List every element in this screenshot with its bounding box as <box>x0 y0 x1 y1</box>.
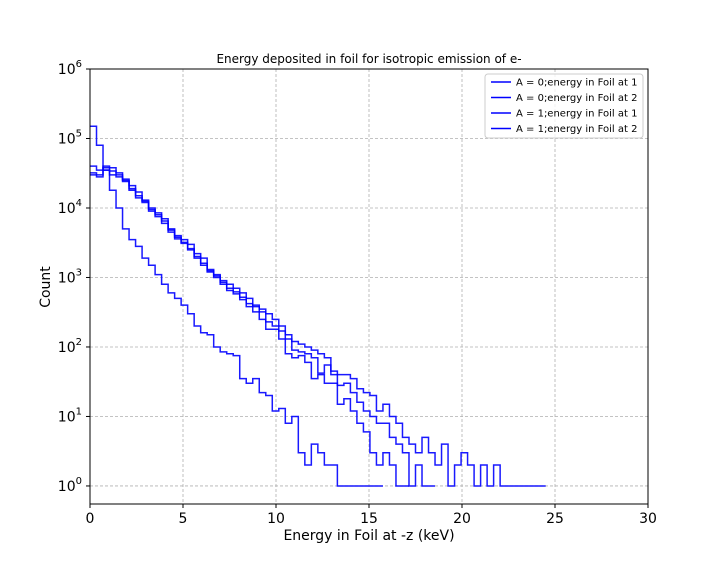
y-tick-label: 101 <box>58 406 82 425</box>
y-tick-base: 10 <box>58 201 76 217</box>
x-tick-label: 15 <box>360 511 378 527</box>
y-tick-exponent: 2 <box>76 337 82 348</box>
x-tick-label: 10 <box>267 511 285 527</box>
y-tick-label: 100 <box>58 476 82 495</box>
y-tick-label: 104 <box>58 198 82 217</box>
legend-entry: A = 0;energy in Foil at 2 <box>516 93 637 104</box>
x-tick-label: 25 <box>546 511 564 527</box>
y-axis-label: Count <box>38 266 54 308</box>
y-tick-base: 10 <box>58 131 76 147</box>
legend-entry: A = 1;energy in Foil at 2 <box>516 124 637 135</box>
y-tick-exponent: 0 <box>76 476 82 487</box>
legend-entry: A = 0;energy in Foil at 1 <box>516 78 637 89</box>
data-series <box>90 125 546 487</box>
y-tick-exponent: 6 <box>76 59 82 70</box>
x-tick-label: 20 <box>453 511 471 527</box>
y-tick-exponent: 1 <box>76 406 82 417</box>
y-tick-label: 106 <box>58 59 82 78</box>
series-line-4 <box>90 169 409 487</box>
y-tick-base: 10 <box>58 340 76 356</box>
y-tick-base: 10 <box>58 62 76 78</box>
y-tick-exponent: 5 <box>76 128 82 139</box>
x-tick-label: 0 <box>86 511 95 527</box>
y-tick-exponent: 3 <box>76 267 82 278</box>
y-tick-exponent: 4 <box>76 198 82 209</box>
y-tick-base: 10 <box>58 479 76 495</box>
y-tick-label: 103 <box>58 267 82 286</box>
chart-title: Energy deposited in foil for isotropic e… <box>216 52 521 66</box>
legend-entry: A = 1;energy in Foil at 1 <box>516 109 637 120</box>
x-tick-label: 5 <box>179 511 188 527</box>
x-axis-label: Energy in Foil at -z (keV) <box>283 528 454 544</box>
y-tick-label: 102 <box>58 337 82 356</box>
y-tick-label: 105 <box>58 128 82 147</box>
legend: A = 0;energy in Foil at 1 A = 0;energy in… <box>484 73 644 139</box>
series-line-3 <box>90 125 383 487</box>
y-tick-base: 10 <box>58 409 76 425</box>
legend-frame <box>484 73 644 139</box>
x-tick-label: 30 <box>639 511 657 527</box>
x-axis-ticks: 0 5 10 15 20 25 30 <box>86 504 657 527</box>
y-tick-base: 10 <box>58 270 76 286</box>
